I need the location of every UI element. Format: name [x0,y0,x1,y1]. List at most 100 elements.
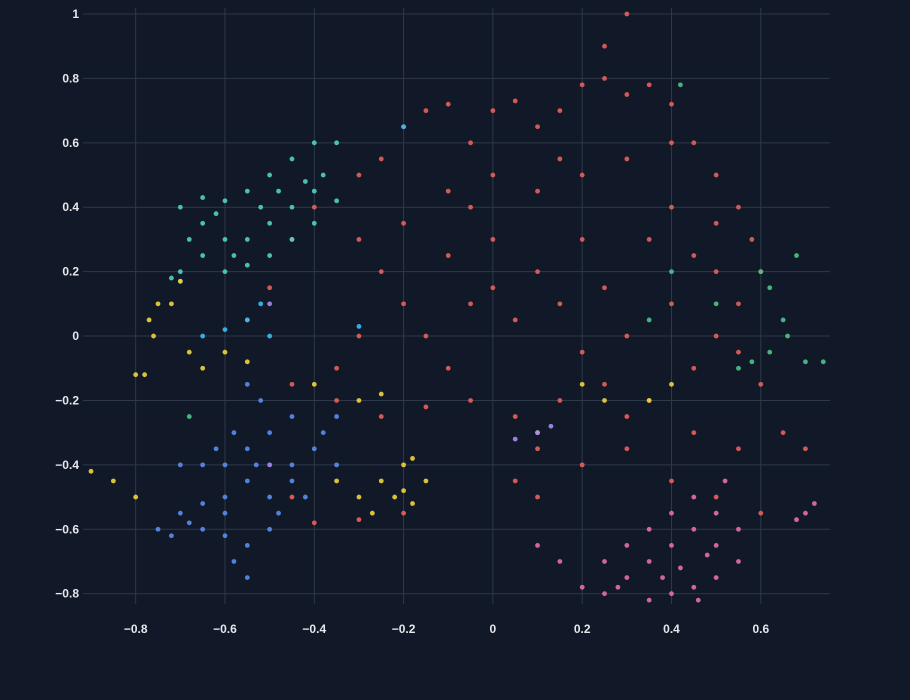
point [811,501,817,506]
point [276,188,281,194]
point [736,301,741,307]
point [392,494,398,500]
point [669,269,674,275]
tick-labels: −0.8 −0.6 −0.4 −0.2 0 0.2 0.4 0.6 −0.8 −0.6 −0.4 −0… [55,7,769,636]
point [258,301,264,307]
point [548,423,554,429]
point [624,11,630,17]
y-tick-label: 0.8 [62,71,79,85]
point [736,349,741,355]
point [311,140,317,146]
y-tick-label: −0.6 [55,522,79,536]
point [468,301,473,307]
point [602,559,607,564]
point [767,349,773,355]
point [222,349,228,355]
point [289,381,295,387]
point [378,391,384,397]
point [356,517,362,523]
point [535,188,540,194]
point [289,494,295,500]
point [146,317,152,323]
point [691,253,697,258]
point [311,381,317,387]
point [356,398,362,403]
point [378,156,384,162]
point [468,204,473,210]
point [302,179,308,184]
point [615,584,621,590]
grid [83,8,830,604]
point [669,542,674,548]
point [267,220,273,226]
point [244,381,250,387]
point [289,237,295,242]
point [624,92,630,97]
y-tick-label: 0 [72,329,79,343]
point [151,333,156,339]
point [646,82,652,88]
point [691,365,697,371]
point [410,456,415,461]
y-tick-label: 0.4 [62,200,79,214]
point [311,188,317,194]
point [468,398,473,403]
point [369,510,375,516]
x-tick-label: −0.4 [302,622,326,636]
point [320,172,326,178]
point [378,269,384,275]
point [356,172,362,178]
y-tick-label: −0.4 [55,458,79,472]
point [133,494,139,500]
point [222,533,228,539]
point [356,494,362,500]
point [213,211,219,217]
point [713,269,719,275]
point [244,478,250,484]
point [401,124,406,130]
point [320,430,326,436]
point [646,237,652,242]
point [401,510,406,516]
point [334,414,340,419]
point [177,278,183,284]
point [244,262,250,268]
points [88,11,826,603]
x-tick-label: 0 [490,622,497,636]
point [169,275,174,281]
point [646,526,652,532]
point [758,269,764,275]
point [579,82,585,88]
point [445,188,451,194]
point [334,398,340,403]
point [780,317,786,323]
point [579,237,585,242]
point [200,501,206,506]
point [200,195,206,200]
point [535,494,540,500]
point [334,478,340,484]
point [334,462,340,468]
point [512,98,518,104]
point [186,520,192,526]
point [713,510,719,516]
point [378,478,384,484]
point [669,101,674,107]
point [468,140,473,146]
point [200,253,206,258]
point [289,204,295,210]
point [669,301,674,307]
y-tick-label: −0.8 [55,587,79,601]
point [311,446,317,452]
point [289,462,295,468]
point [334,140,340,146]
point [749,359,755,365]
point [267,301,273,307]
point [356,323,362,329]
point [602,43,607,49]
point [624,333,630,339]
point [200,526,206,532]
point [423,108,429,114]
point [557,156,563,162]
